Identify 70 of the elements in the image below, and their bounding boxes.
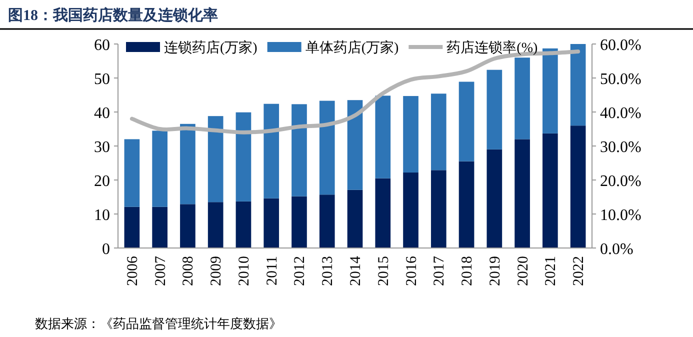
bar [570,126,586,248]
x-tick-label: 2021 [543,256,560,286]
x-tick-label: 2011 [264,256,280,286]
bar [124,139,140,207]
bar [514,139,530,248]
bar [264,198,280,248]
bar [514,58,530,140]
x-tick-label: 2017 [432,256,448,286]
bar [319,100,335,195]
bar [208,116,224,202]
bar [319,194,335,248]
bar [152,206,168,248]
bar [458,161,474,248]
x-tick-label: 2016 [404,256,420,286]
bar [486,70,502,150]
bar [180,124,196,204]
x-tick-label: 2019 [487,256,504,286]
y2-tick-label: 20.0% [600,173,642,190]
bar [208,202,224,248]
x-tick-label: 2008 [180,256,197,286]
bar [570,44,586,126]
y-tick-label: 60 [94,37,110,54]
bar [180,204,196,248]
x-tick-label: 2015 [376,256,392,286]
bar [542,133,558,248]
y-tick-label: 30 [94,139,110,156]
bar [264,104,280,198]
y-tick-label: 10 [94,207,110,224]
source-note: 数据来源：《药品监督管理统计年度数据》 [35,316,282,331]
bar [542,48,558,134]
y2-tick-label: 40.0% [600,105,642,122]
bar [430,94,446,170]
y2-tick-label: 10.0% [600,207,642,224]
bar [152,130,168,207]
bar [347,100,363,190]
x-tick-label: 2018 [460,256,476,286]
bar [236,112,252,202]
y-tick-label: 0 [102,241,110,258]
x-tick-label: 2020 [515,256,532,286]
bar [292,104,307,196]
y-tick-label: 50 [94,71,110,88]
x-tick-label: 2013 [320,256,336,286]
x-tick-label: 2006 [124,256,141,286]
x-tick-label: 2010 [236,256,252,286]
legend-label: 连锁药店(万家) [164,40,258,56]
bar [236,201,252,248]
y2-tick-label: 60.0% [600,37,642,54]
y2-tick-label: 0.0% [600,241,634,258]
bar [375,178,391,248]
y-tick-label: 40 [94,105,110,122]
bar [403,172,418,248]
bar [403,96,418,173]
bar [124,206,140,248]
x-tick-label: 2022 [571,256,588,286]
x-tick-label: 2014 [348,256,364,286]
bar [486,149,502,248]
x-tick-label: 2012 [292,256,308,286]
bar [347,190,363,248]
y2-tick-label: 30.0% [600,139,642,156]
y2-tick-label: 50.0% [600,71,642,88]
chart-title: 图18：我国药店数量及连锁化率 [8,6,218,24]
x-tick-label: 2007 [152,256,169,286]
y-tick-label: 20 [94,173,110,190]
bar [375,96,391,178]
x-tick-label: 2009 [208,256,225,286]
bar [430,170,446,248]
legend-label: 单体药店(万家) [305,40,399,56]
legend-label: 药店连锁率(%) [446,40,538,56]
bar [458,82,474,162]
bar [292,196,307,248]
